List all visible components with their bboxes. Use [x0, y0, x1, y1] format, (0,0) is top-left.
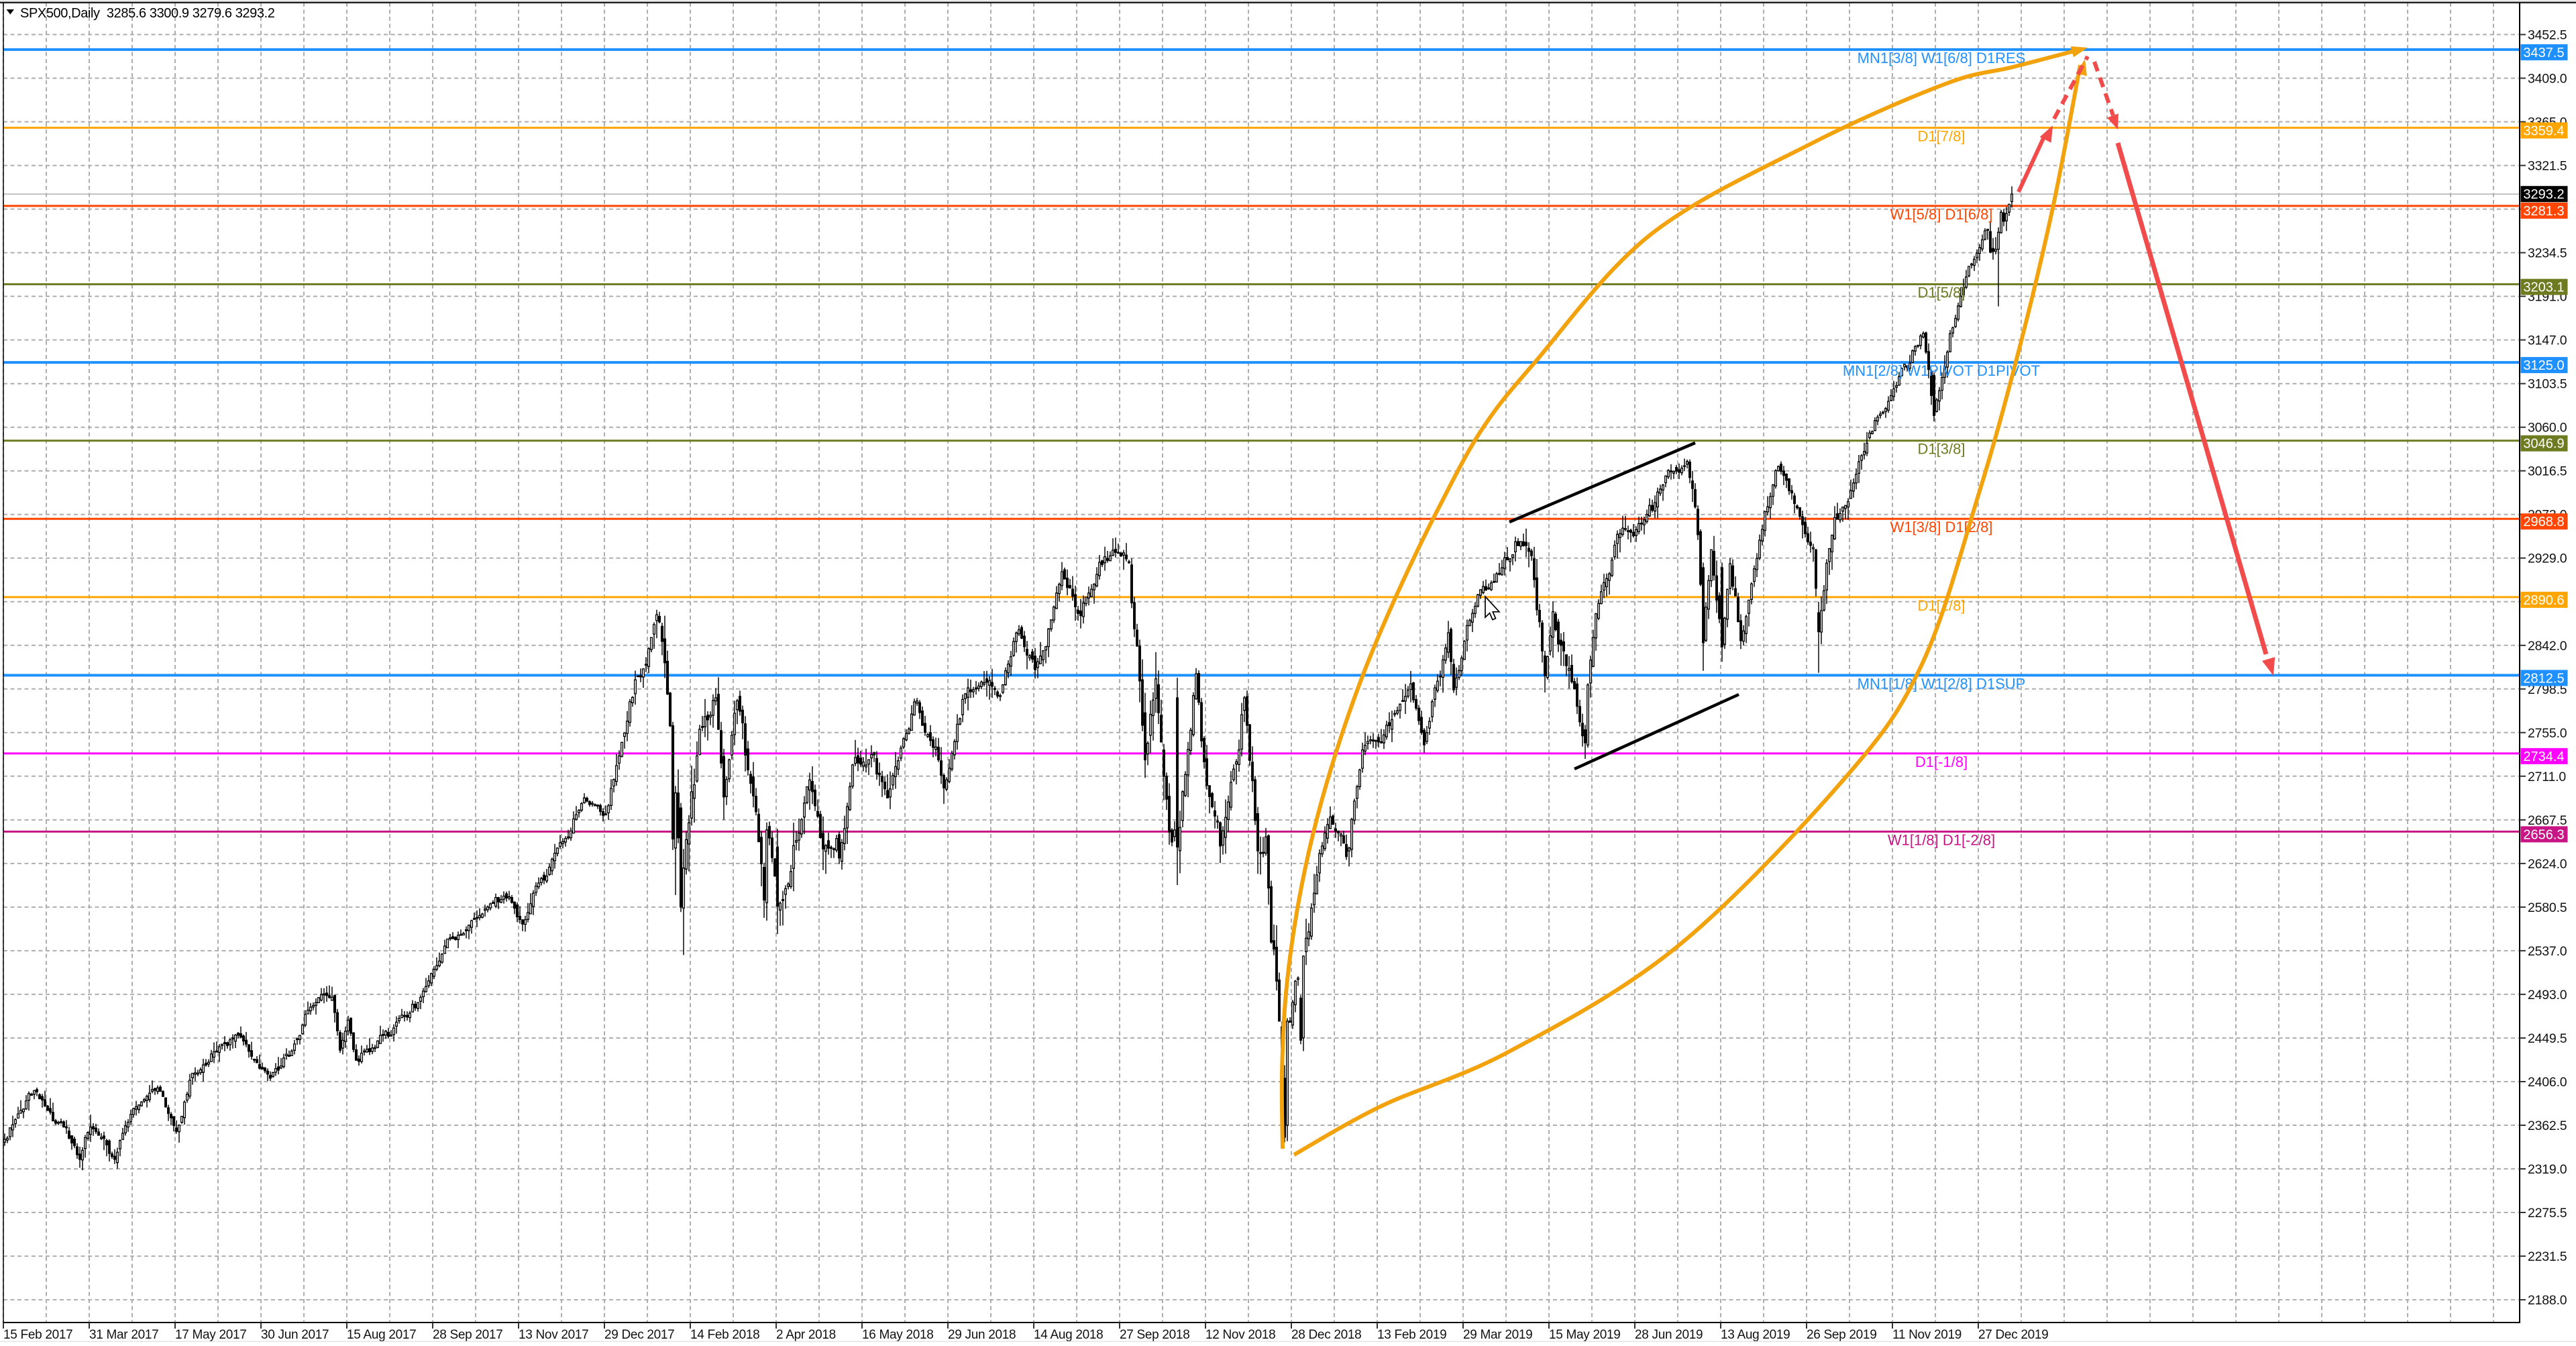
svg-text:2711.0: 2711.0 [2528, 770, 2566, 784]
svg-text:26 Sep 2019: 26 Sep 2019 [1807, 1328, 1876, 1342]
svg-text:27 Dec 2019: 27 Dec 2019 [1978, 1328, 2048, 1342]
svg-text:3103.5: 3103.5 [2528, 377, 2567, 392]
svg-text:16 May 2018: 16 May 2018 [862, 1328, 934, 1342]
svg-text:2842.0: 2842.0 [2528, 639, 2567, 654]
svg-text:29 Jun 2018: 29 Jun 2018 [948, 1328, 1016, 1342]
svg-text:2537.0: 2537.0 [2528, 944, 2567, 959]
svg-text:W1[3/8] D1[2/8]: W1[3/8] D1[2/8] [1890, 519, 1993, 535]
svg-text:2734.4: 2734.4 [2523, 749, 2564, 764]
svg-text:3234.5: 3234.5 [2528, 246, 2567, 261]
svg-text:3452.5: 3452.5 [2528, 28, 2567, 43]
svg-text:D1[5/8]: D1[5/8] [1918, 284, 1966, 301]
svg-text:14 Feb 2018: 14 Feb 2018 [690, 1328, 759, 1342]
svg-text:W1[5/8] D1[6/8]: W1[5/8] D1[6/8] [1890, 206, 1993, 223]
svg-text:2 Apr 2018: 2 Apr 2018 [776, 1328, 836, 1342]
svg-text:13 Feb 2019: 13 Feb 2019 [1377, 1328, 1446, 1342]
svg-text:17 May 2017: 17 May 2017 [175, 1328, 247, 1342]
svg-text:W1[1/8] D1[-2/8]: W1[1/8] D1[-2/8] [1888, 831, 1995, 848]
svg-text:2624.0: 2624.0 [2528, 857, 2567, 872]
svg-text:28 Sep 2017: 28 Sep 2017 [433, 1328, 502, 1342]
svg-text:15 May 2019: 15 May 2019 [1549, 1328, 1621, 1342]
svg-text:D1[3/8]: D1[3/8] [1918, 441, 1966, 458]
svg-text:13 Nov 2017: 13 Nov 2017 [519, 1328, 588, 1342]
svg-text:2449.5: 2449.5 [2528, 1031, 2567, 1046]
svg-text:3046.9: 3046.9 [2523, 437, 2564, 452]
svg-text:2362.5: 2362.5 [2528, 1119, 2567, 1133]
svg-text:30 Jun 2017: 30 Jun 2017 [261, 1328, 329, 1342]
svg-text:2929.0: 2929.0 [2528, 552, 2567, 566]
svg-text:15 Feb 2017: 15 Feb 2017 [3, 1328, 72, 1342]
svg-text:MN1[1/8] W1[2/8] D1SUP: MN1[1/8] W1[2/8] D1SUP [1858, 675, 2026, 692]
svg-text:27 Sep 2018: 27 Sep 2018 [1120, 1328, 1189, 1342]
svg-text:11 Nov 2019: 11 Nov 2019 [1892, 1328, 1962, 1342]
svg-text:3281.3: 3281.3 [2523, 204, 2564, 219]
svg-text:2890.6: 2890.6 [2523, 593, 2564, 608]
svg-text:2812.5: 2812.5 [2523, 671, 2564, 686]
svg-text:MN1[3/8] W1[6/8] D1RES: MN1[3/8] W1[6/8] D1RES [1858, 50, 2026, 66]
svg-text:28 Dec 2018: 28 Dec 2018 [1291, 1328, 1361, 1342]
svg-text:3437.5: 3437.5 [2523, 46, 2564, 60]
svg-text:2656.3: 2656.3 [2523, 827, 2564, 842]
svg-text:29 Dec 2017: 29 Dec 2017 [604, 1328, 674, 1342]
svg-text:2275.5: 2275.5 [2528, 1206, 2567, 1221]
svg-text:MN1[2/8] W1PIVOT D1PIVOT: MN1[2/8] W1PIVOT D1PIVOT [1843, 362, 2040, 379]
svg-text:3321.5: 3321.5 [2528, 159, 2567, 174]
svg-text:2319.0: 2319.0 [2528, 1162, 2567, 1177]
svg-text:3016.5: 3016.5 [2528, 464, 2567, 479]
svg-text:2968.8: 2968.8 [2523, 515, 2564, 529]
svg-text:2406.0: 2406.0 [2528, 1075, 2567, 1090]
svg-text:2493.0: 2493.0 [2528, 988, 2567, 1002]
svg-text:3409.0: 3409.0 [2528, 72, 2567, 87]
svg-text:2580.5: 2580.5 [2528, 900, 2567, 915]
svg-text:SPX500,Daily 3285.6 3300.9 32: SPX500,Daily 3285.6 3300.9 3279.6 3293.2 [20, 6, 275, 21]
svg-text:2231.5: 2231.5 [2528, 1249, 2567, 1264]
svg-text:31 Mar 2017: 31 Mar 2017 [89, 1328, 158, 1342]
svg-text:2667.5: 2667.5 [2528, 813, 2567, 828]
svg-text:D1[7/8]: D1[7/8] [1918, 127, 1966, 144]
svg-text:12 Nov 2018: 12 Nov 2018 [1205, 1328, 1275, 1342]
svg-text:3293.2: 3293.2 [2523, 187, 2564, 202]
svg-text:13 Aug 2019: 13 Aug 2019 [1721, 1328, 1790, 1342]
svg-text:3125.0: 3125.0 [2523, 358, 2564, 373]
svg-text:D1[-1/8]: D1[-1/8] [1915, 754, 1968, 770]
svg-text:14 Aug 2018: 14 Aug 2018 [1034, 1328, 1103, 1342]
svg-text:3359.4: 3359.4 [2523, 123, 2564, 138]
svg-text:3060.0: 3060.0 [2528, 421, 2567, 435]
svg-text:3203.1: 3203.1 [2523, 280, 2564, 295]
svg-text:2188.0: 2188.0 [2528, 1293, 2567, 1308]
svg-text:2755.0: 2755.0 [2528, 726, 2567, 741]
svg-text:29 Mar 2019: 29 Mar 2019 [1463, 1328, 1532, 1342]
svg-text:15 Aug 2017: 15 Aug 2017 [347, 1328, 416, 1342]
svg-text:3147.0: 3147.0 [2528, 333, 2567, 348]
svg-text:28 Jun 2019: 28 Jun 2019 [1635, 1328, 1703, 1342]
